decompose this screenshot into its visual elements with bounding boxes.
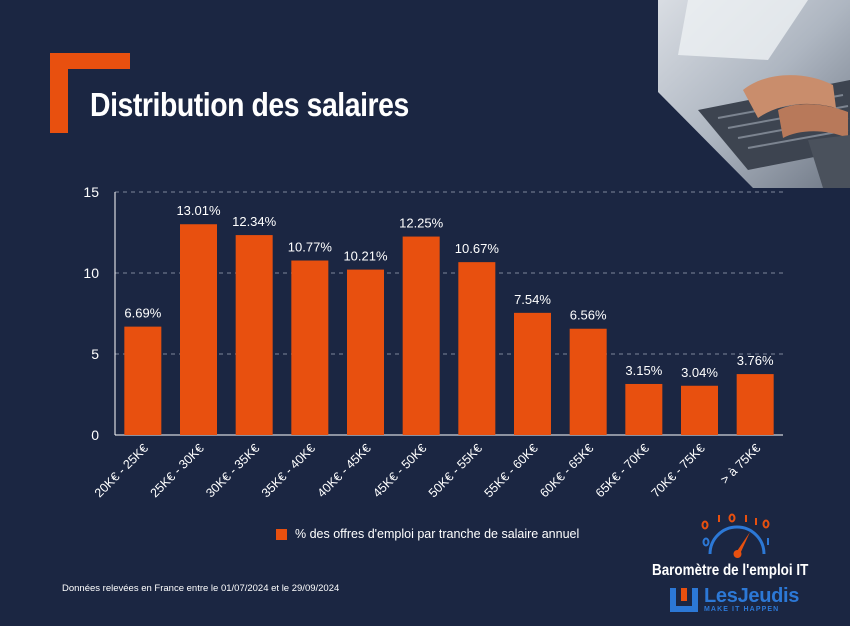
bar: [569, 328, 607, 435]
x-tick-label: 65K€ - 70K€: [593, 441, 652, 500]
x-tick-label: 50K€ - 55K€: [426, 441, 485, 500]
y-tick-label: 5: [91, 346, 99, 362]
gauge-binary-icon: [701, 513, 770, 558]
data-label: 6.56%: [570, 308, 607, 323]
lesjeudis-logo-icon: [670, 588, 698, 612]
bar: [681, 385, 718, 435]
legend-swatch: [276, 528, 287, 540]
data-label: 13.01%: [176, 203, 221, 218]
x-tick-label: 25K€ - 30K€: [148, 441, 207, 500]
page-title: Distribution des salaires: [90, 86, 409, 123]
data-label: 3.04%: [681, 365, 718, 380]
bar: [402, 236, 440, 435]
x-tick-label: 20K€ - 25K€: [92, 441, 151, 500]
y-tick-label: 0: [91, 427, 99, 443]
legend-label: % des offres d'emploi par tranche de sal…: [295, 527, 580, 541]
chart-legend: % des offres d'emploi par tranche de sal…: [276, 527, 579, 541]
data-label: 10.67%: [455, 241, 500, 256]
data-label: 12.25%: [399, 216, 444, 231]
x-tick-label: > à 75K€: [718, 441, 764, 487]
data-label: 10.77%: [288, 240, 333, 255]
data-label: 12.34%: [232, 214, 277, 229]
barometer-title: Baromètre de l'emploi IT: [652, 562, 809, 579]
x-tick-label: 30K€ - 35K€: [203, 441, 262, 500]
x-tick-label: 35K€ - 40K€: [259, 441, 318, 500]
bar: [458, 262, 496, 435]
bar: [180, 224, 217, 435]
lesjeudis-logo: LesJeudis MAKE IT HAPPEN: [670, 586, 799, 614]
x-tick-label: 55K€ - 60K€: [482, 441, 541, 500]
bar: [625, 383, 663, 435]
data-label: 6.69%: [124, 306, 161, 321]
bar: [235, 235, 273, 435]
bar: [347, 269, 384, 435]
bar: [514, 312, 551, 435]
brand-tagline: MAKE IT HAPPEN: [704, 606, 780, 613]
data-label: 3.76%: [737, 353, 774, 368]
source-note: Données relevées en France entre le 01/0…: [62, 583, 340, 594]
keyboard-typing-photo: [658, 0, 850, 188]
data-label: 10.21%: [343, 249, 388, 264]
bar: [291, 260, 329, 435]
bar: [124, 326, 162, 435]
y-tick-label: 15: [83, 184, 99, 200]
y-tick-label: 10: [83, 265, 99, 281]
x-tick-label: 70K€ - 75K€: [649, 441, 708, 500]
x-tick-label: 40K€ - 45K€: [315, 441, 374, 500]
data-label: 3.15%: [625, 363, 662, 378]
x-tick-label: 60K€ - 65K€: [537, 441, 596, 500]
bar: [736, 374, 774, 435]
brand-name: LesJeudis: [704, 585, 800, 607]
orange-corner-bracket-icon: [50, 53, 130, 133]
data-label: 7.54%: [514, 292, 551, 307]
x-tick-label: 45K€ - 50K€: [370, 441, 429, 500]
